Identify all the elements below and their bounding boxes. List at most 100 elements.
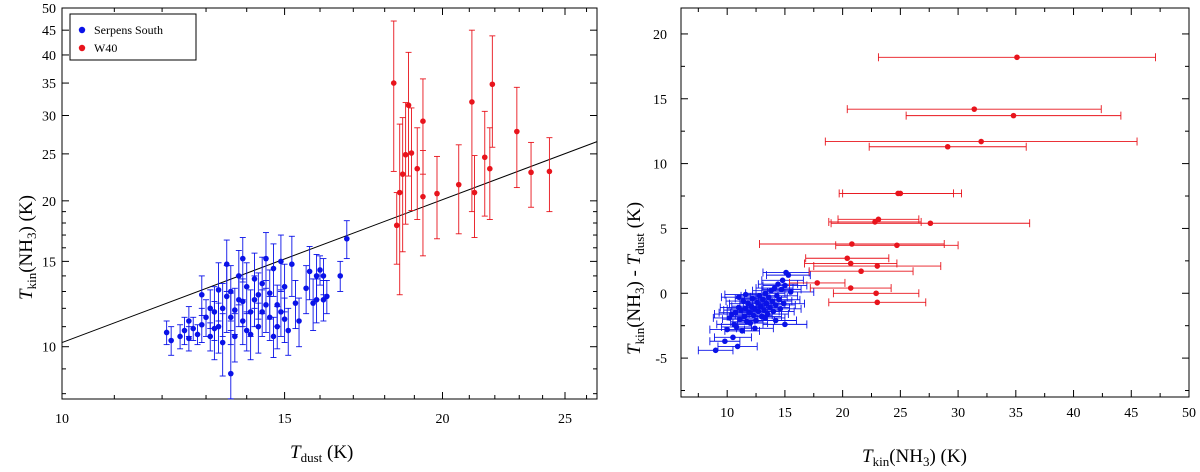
right-y-tick-label: 20 [653,28,667,43]
left-marker-serpens [278,309,284,315]
right-point-serpens [720,293,757,302]
right-marker-w40 [847,260,854,267]
right-marker-w40 [874,263,881,269]
right-marker-serpens [730,334,736,341]
left-point-serpens [306,246,313,301]
left-point-serpens [317,255,324,286]
left-point-serpens [247,311,254,361]
right-point-w40 [813,262,942,271]
left-point-serpens [211,300,218,361]
right-point-w40 [868,142,1027,151]
left-marker-serpens [163,329,170,336]
right-y-axis-label: Tkin(NH3) - Tdust (K) [624,202,647,355]
right-point-serpens [717,342,758,351]
left-point-serpens [296,297,303,348]
left-marker-w40 [420,118,426,124]
left-marker-serpens [198,321,205,328]
right-marker-serpens [776,296,782,303]
right-x-tick-label: 50 [1182,406,1196,421]
left-point-serpens [163,320,170,346]
left-marker-w40 [390,80,397,86]
legend-marker-w40 [78,44,86,52]
left-point-w40 [399,117,406,253]
left-marker-serpens [194,331,201,338]
right-plot-frame [680,7,1190,398]
left-point-w40 [393,192,400,265]
left-x-tick-label: 20 [436,412,450,427]
left-point-serpens [203,299,210,337]
left-marker-w40 [487,165,493,172]
left-marker-serpens [278,258,284,265]
right-point-w40 [846,105,1102,114]
left-marker-serpens [232,307,238,313]
left-point-w40 [396,123,403,296]
left-marker-serpens [239,255,246,262]
right-marker-serpens [712,347,719,354]
left-marker-w40 [546,168,553,175]
left-point-serpens [277,289,284,337]
left-point-w40 [390,20,397,172]
left-plot-frame [61,7,598,400]
legend-label-serpens: Serpens South [94,23,163,37]
right-point-serpens [762,299,805,308]
right-point-w40 [905,111,1122,120]
right-marker-serpens [772,317,779,324]
right-marker-serpens [772,302,779,308]
left-point-serpens [303,265,310,315]
left-marker-serpens [270,333,277,340]
right-marker-serpens [752,325,758,332]
right-marker-serpens [778,286,785,293]
left-marker-w40 [402,151,409,158]
right-point-serpens [757,295,801,304]
right-point-w40 [805,254,890,263]
left-marker-serpens [203,314,209,321]
left-marker-serpens [239,298,246,305]
left-fit-line [61,141,598,344]
right-point-serpens [767,287,815,296]
left-point-serpens [168,326,175,356]
left-marker-serpens [255,323,262,330]
left-point-w40 [528,141,535,208]
left-point-serpens [223,265,230,333]
right-point-serpens [765,271,811,280]
left-point-serpens [219,313,226,377]
left-marker-serpens [313,296,320,303]
left-marker-serpens [306,268,313,275]
left-point-w40 [408,107,415,211]
left-y-tick-label: 20 [42,195,56,210]
left-marker-serpens [243,327,250,334]
left-point-serpens [235,249,242,306]
right-point-w40 [830,219,1031,228]
right-x-axis-label: Tkin(NH3) (K) [862,446,967,469]
left-y-tick-label: 25 [42,148,56,163]
left-y-tick-label: 40 [42,49,56,64]
left-marker-serpens [289,261,295,268]
right-marker-w40 [978,138,984,145]
left-marker-serpens [259,280,265,287]
left-marker-serpens [236,273,242,279]
right-panel: 10 15 20 25 30 35 40 45 50 -5 0 5 10 15 20 Tkin(NH3) (… [624,7,1196,469]
left-point-w40 [486,127,493,220]
left-marker-serpens [215,323,222,330]
left-point-serpens [337,260,344,292]
left-point-w40 [471,155,478,238]
left-marker-serpens [219,339,226,346]
right-marker-serpens [787,289,794,295]
left-marker-serpens [320,273,327,279]
right-y-tick-label: 10 [653,158,667,173]
left-marker-serpens [232,333,238,340]
right-marker-serpens [747,320,754,326]
right-y-tick-label: -5 [655,352,667,367]
right-y-tick-label: 5 [660,222,667,237]
left-point-serpens [270,316,277,358]
right-point-serpens [761,285,802,294]
right-marker-serpens [782,321,788,328]
left-point-serpens [288,235,295,297]
left-marker-serpens [337,273,344,279]
right-point-w40 [759,239,945,248]
left-marker-serpens [168,337,174,344]
left-point-serpens [185,326,192,352]
legend-marker-serpens [78,26,86,34]
left-marker-serpens [296,318,302,324]
right-point-serpens [697,346,734,355]
